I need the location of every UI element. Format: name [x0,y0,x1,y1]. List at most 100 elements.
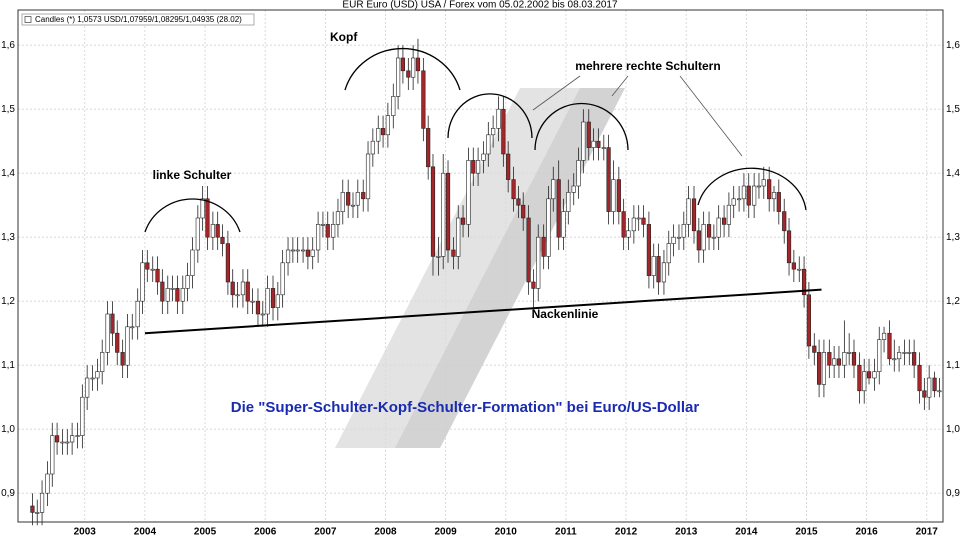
candle-body [115,332,120,353]
candle-body [516,198,521,206]
candle-body [250,300,255,303]
candle-body [80,396,85,436]
candle-body [701,224,706,251]
candle-body [451,249,456,257]
x-tick-label: 2004 [134,527,157,538]
candle-body [411,57,416,78]
candle-body [866,371,872,379]
x-tick-label: 2009 [434,527,457,538]
candle-body [801,268,807,296]
y-tick-label: 1,1 [1,360,15,371]
candle-body [666,243,671,264]
candle-body [782,211,787,232]
candle-body [39,492,45,513]
candle-body [541,236,546,257]
candle-body [150,268,155,271]
candle-body [200,198,205,219]
candle-body [100,352,105,372]
y-tick-label: 1,0 [1,424,15,435]
y-tick-label-right: 1,5 [946,104,960,115]
annotation: Nackenlinie [532,307,599,321]
candle-body [370,140,375,155]
candle-body [511,179,516,200]
candle-body [636,217,641,220]
pointer-lines [532,75,743,157]
annotation: linke Schulter [153,168,232,182]
candle-body [305,249,310,257]
legend-swatch [24,16,32,23]
candle-body [812,345,817,353]
candle-body [35,512,40,514]
candle-body [491,128,496,136]
candle-body [436,256,441,258]
candle-body [726,204,731,225]
candle-body [817,352,822,385]
candle-body [691,198,697,232]
candle-body [571,185,576,193]
candle-body [54,435,60,443]
candle-body [586,121,591,148]
candle-body [300,249,306,252]
y-tick-label: 1,4 [1,168,15,179]
candle-body [145,262,150,270]
candle-body [75,435,80,437]
candle-body [385,115,390,136]
arc-left-shoulder [144,198,241,233]
candle-body [681,224,686,238]
candle-body [50,435,55,475]
candle-body [245,281,250,302]
candle-body [596,140,601,148]
candle-body [836,358,842,366]
y-tick-label: 1,2 [1,296,15,307]
candle-body [851,352,857,366]
candle-body [656,256,661,283]
candle-body [185,275,190,289]
y-tick-label-right: 0,9 [946,488,960,499]
candle-body [265,288,270,315]
y-tick-label-right: 1,4 [946,168,960,179]
candle-body [430,166,436,257]
candle-body [872,371,877,379]
candle-body [932,377,937,392]
candle-body [460,217,466,225]
candle-body [922,390,927,398]
candle-body [887,332,892,360]
candle-body [195,217,200,251]
candle-body [706,224,712,238]
candle-body [696,230,701,251]
candle-body [566,192,571,212]
y-tick-label-right: 1,6 [946,40,960,51]
annotation-arcs [144,47,807,233]
candle-body [220,236,225,244]
candle-body [215,224,220,238]
x-tick-label: 2008 [374,527,397,538]
candle-body [380,128,386,136]
candle-body [456,217,461,257]
legend-text: Candles (*) 1,0573 USD/1,07959/1,08295/1… [35,15,242,24]
candle-body [686,198,691,225]
candle-body [260,313,265,316]
candle-body [877,339,882,372]
candle-body [912,352,917,366]
candle-body [230,281,235,296]
candle-body [611,179,616,212]
candle-body [290,249,295,252]
arc-right-shoulder [447,93,533,139]
y-tick-label-right: 1,0 [946,424,960,435]
candle-body [536,236,541,289]
candle-body [626,230,631,238]
candle-body [60,441,65,444]
annotation: Kopf [330,30,358,44]
y-tick-label: 1,6 [1,40,15,51]
x-tick-label: 2013 [675,527,698,538]
candle-body [771,192,777,200]
candle-body [806,294,811,347]
candle-body [445,172,451,251]
candle-body [556,179,561,238]
candle-body [165,288,170,302]
candle-body [125,326,130,366]
candle-body [631,217,636,232]
arc-right-shoulder [534,102,629,151]
